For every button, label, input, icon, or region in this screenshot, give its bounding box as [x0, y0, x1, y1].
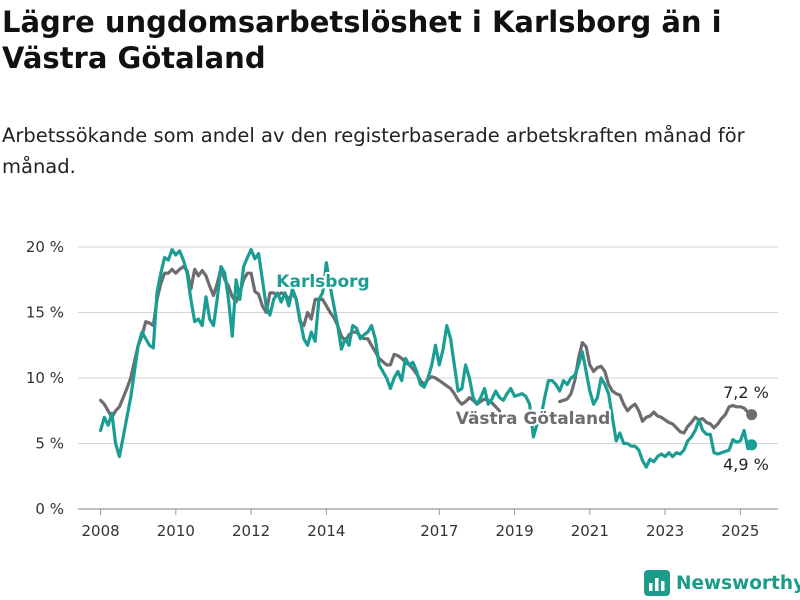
- x-tick-label: 2025: [721, 522, 759, 540]
- x-tick-label: 2023: [646, 522, 684, 540]
- end-label-karlsborg: 4,9 %: [723, 455, 769, 474]
- chart-title: Lägre ungdomsarbetslöshet i Karlsborg än…: [2, 5, 722, 75]
- bar-chart-logo-icon: [644, 570, 670, 596]
- x-tick-label: 2010: [157, 522, 195, 540]
- x-tick-label: 2012: [232, 522, 270, 540]
- end-point-karlsborg: [746, 439, 758, 451]
- series-label-vastra-gotaland: Västra Götaland: [456, 409, 611, 429]
- brand-name: Newsworthy: [676, 572, 800, 594]
- series-line-karlsborg: [99, 248, 754, 469]
- end-point-vastra-gotaland: [746, 409, 758, 421]
- x-axis: 2008 2010 2012 2014 2017 2019 2021 2023 2025: [81, 509, 759, 540]
- x-tick-label: 2008: [81, 522, 119, 540]
- x-tick-label: 2017: [420, 522, 458, 540]
- y-tick-label: 0 %: [35, 500, 64, 518]
- newsworthy-logo: Newsworthy: [644, 568, 800, 598]
- chart-subtitle: Arbetssökande som andel av den registerb…: [2, 124, 745, 178]
- series-lines: [99, 248, 758, 469]
- x-tick-label: 2019: [495, 522, 533, 540]
- end-label-vastra-gotaland: 7,2 %: [723, 383, 769, 402]
- y-tick-label: 15 %: [26, 304, 64, 322]
- series-labels: 7,2 % 4,9 % Karlsborg Västra Götaland: [274, 270, 769, 474]
- y-tick-label: 5 %: [35, 435, 64, 453]
- x-tick-label: 2021: [571, 522, 609, 540]
- y-tick-label: 20 %: [26, 238, 64, 256]
- series-label-karlsborg: Karlsborg: [276, 272, 369, 292]
- x-tick-label: 2014: [307, 522, 345, 540]
- series-line-vastra-gotaland-2020: [558, 341, 754, 435]
- y-tick-label: 10 %: [26, 369, 64, 387]
